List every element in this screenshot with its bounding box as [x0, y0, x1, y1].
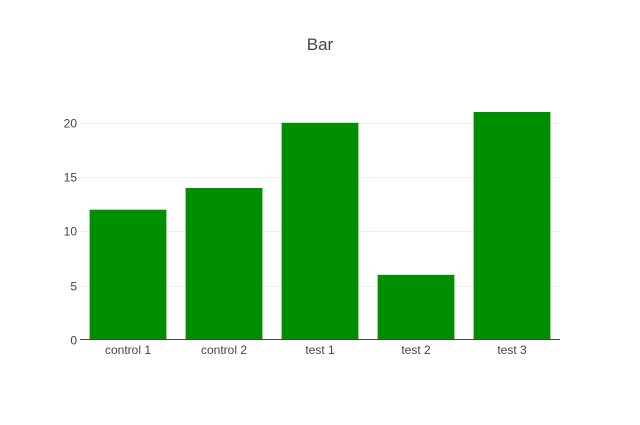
- y-tick-label: 10: [64, 225, 78, 239]
- bar-control-2[interactable]: [185, 187, 263, 340]
- bar-test-2[interactable]: [377, 274, 455, 340]
- bar-test-3[interactable]: [473, 111, 551, 340]
- chart-title: Bar: [307, 35, 334, 54]
- y-tick-label: 15: [64, 171, 78, 185]
- x-axis-ticks: control 1 control 2 test 1 test 2 test 3: [105, 343, 527, 357]
- x-tick-label: test 3: [497, 343, 527, 357]
- y-tick-label: 5: [70, 280, 77, 294]
- x-tick-label: control 1: [105, 343, 151, 357]
- x-tick-label: test 2: [401, 343, 431, 357]
- y-axis-ticks: 0 5 10 15 20: [64, 117, 78, 348]
- bar-control-1[interactable]: [89, 209, 167, 340]
- bars: [89, 111, 551, 341]
- x-tick-label: control 2: [201, 343, 247, 357]
- y-tick-label: 20: [64, 117, 78, 131]
- x-tick-label: test 1: [305, 343, 335, 357]
- bar-test-1[interactable]: [281, 122, 359, 341]
- y-tick-label: 0: [70, 334, 77, 348]
